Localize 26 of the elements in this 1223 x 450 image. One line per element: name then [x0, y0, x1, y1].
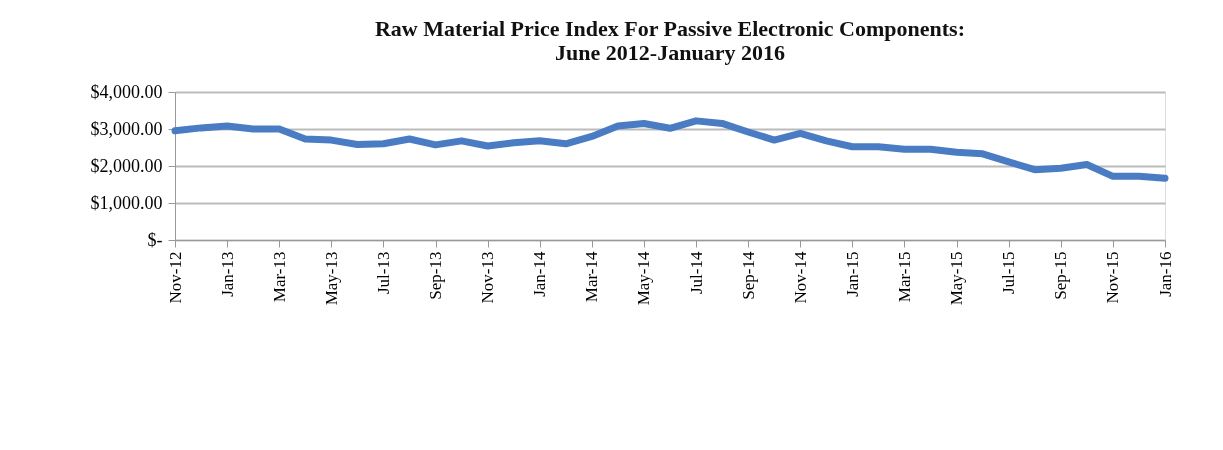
y-tick-label: $4,000.00 — [90, 81, 163, 102]
x-tick-label: May-15 — [947, 251, 967, 306]
x-tick-label: Mar-13 — [269, 251, 289, 303]
x-tick-label: May-13 — [321, 251, 341, 306]
x-tick-label: Nov-13 — [478, 251, 498, 304]
x-tick-label: Jan-15 — [842, 251, 862, 297]
y-tick-label: $3,000.00 — [90, 118, 163, 139]
chart-title: Raw Material Price Index For Passive Electronic Components: June 2012-January 2016 — [374, 16, 966, 65]
x-tick-label: Sep-15 — [1051, 251, 1071, 300]
x-tick-label: May-14 — [634, 251, 654, 306]
x-tick-label: Mar-14 — [582, 251, 602, 303]
x-tick-label: Jan-16 — [1155, 251, 1175, 297]
x-tick-label: Sep-13 — [426, 251, 446, 300]
x-tick-label: Jul-15 — [999, 251, 1019, 294]
x-tick-label: Jan-14 — [530, 251, 550, 297]
x-tick-label: Jul-13 — [373, 251, 393, 294]
x-tick-label: Jan-13 — [217, 251, 237, 297]
x-tick-label: Nov-15 — [1103, 251, 1123, 304]
y-tick-label: $2,000.00 — [90, 155, 163, 176]
x-tick-label: Mar-15 — [894, 251, 914, 303]
x-tick-label: Sep-14 — [738, 251, 758, 300]
y-tick-label: $1,000.00 — [90, 192, 163, 213]
x-tick-label: Jul-14 — [686, 251, 706, 294]
x-tick-label: Nov-12 — [165, 251, 185, 304]
y-tick-label: $- — [147, 229, 163, 250]
x-tick-label: Nov-14 — [790, 251, 810, 304]
